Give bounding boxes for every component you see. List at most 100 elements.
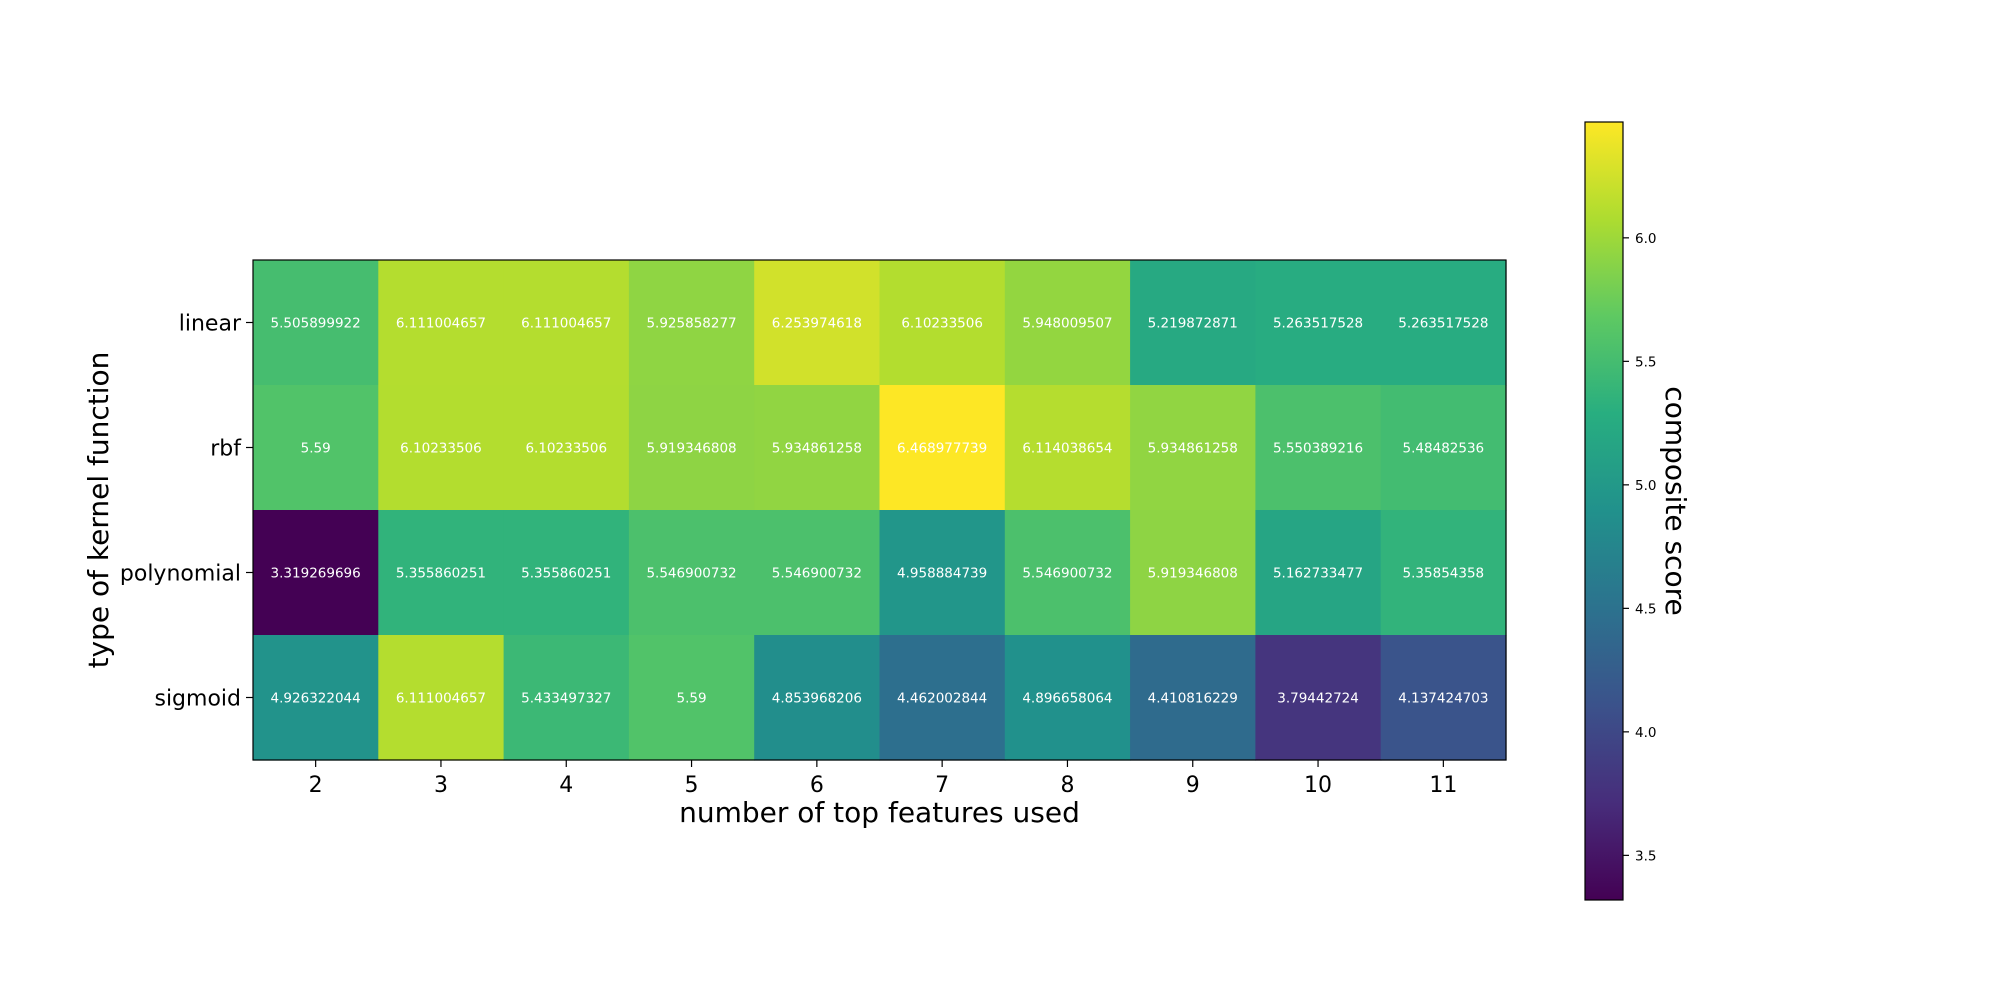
- cell-value-label: 5.355860251: [521, 566, 611, 582]
- colorbar: [1584, 121, 1624, 901]
- y-axis-title: type of kernel function: [82, 352, 115, 669]
- cell-value-label: 3.79442724: [1277, 691, 1359, 707]
- cell-value-label: 5.546900732: [646, 566, 736, 582]
- heatmap-cell-linear-7: [879, 260, 1006, 386]
- cell-value-label: 6.10233506: [901, 316, 983, 332]
- colorbar-title: composite score: [1659, 386, 1692, 615]
- cell-value-label: 4.462002844: [897, 691, 987, 707]
- cell-value-label: 6.114038654: [1022, 441, 1112, 457]
- heatmap-cell-sigmoid-6: [754, 635, 881, 761]
- heatmap-cell-polynomial-3: [378, 510, 505, 636]
- heatmap-cell-sigmoid-2: [253, 635, 379, 761]
- cell-value-label: 5.433497327: [521, 691, 611, 707]
- cell-value-label: 5.48482536: [1403, 441, 1485, 457]
- cell-value-label: 6.253974618: [772, 316, 862, 332]
- heatmap-cell-rbf-4: [503, 385, 630, 511]
- x-tick-label: 6: [810, 773, 824, 798]
- cell-value-label: 5.919346808: [646, 441, 736, 457]
- cell-value-label: 5.59: [301, 441, 331, 457]
- x-tick-label: 11: [1429, 773, 1457, 798]
- x-tick-label: 9: [1186, 773, 1200, 798]
- heatmap-cell-sigmoid-11: [1380, 635, 1507, 761]
- cell-value-label: 5.925858277: [646, 316, 736, 332]
- colorbar-tick-label: 5.0: [1635, 478, 1656, 494]
- y-tick-label: linear: [179, 312, 242, 337]
- heatmap-cell-rbf-2: [253, 385, 379, 511]
- cell-value-label: 5.546900732: [772, 566, 862, 582]
- cell-value-label: 4.926322044: [271, 691, 361, 707]
- colorbar-ticks: 3.5 4.0 4.5 5.0 5.5 6.0: [1623, 231, 1656, 864]
- cell-value-label: 5.355860251: [396, 566, 486, 582]
- heatmap-cell-linear-3: [378, 260, 505, 386]
- colorbar-tick-label: 3.5: [1635, 848, 1656, 864]
- heatmap-cell-rbf-3: [378, 385, 505, 511]
- cell-value-label: 4.958884739: [897, 566, 987, 582]
- heatmap-cell-polynomial-6: [754, 510, 881, 636]
- x-axis-title: number of top features used: [679, 796, 1080, 829]
- heatmap-cell-labels: 5.505899922 6.111004657 6.111004657 5.92585…: [271, 316, 1489, 707]
- cell-value-label: 4.410816229: [1148, 691, 1238, 707]
- heatmap-cell-linear-10: [1255, 260, 1382, 386]
- cell-value-label: 4.137424703: [1398, 691, 1488, 707]
- heatmap-cell-linear-2: [253, 260, 379, 386]
- heatmap-cell-polynomial-2: [253, 510, 379, 636]
- cell-value-label: 6.111004657: [521, 316, 611, 332]
- cell-value-label: 5.550389216: [1273, 441, 1363, 457]
- colorbar-tick-label: 4.5: [1635, 601, 1656, 617]
- heatmap-cell-sigmoid-8: [1004, 635, 1131, 761]
- heatmap-cell-linear-6: [754, 260, 881, 386]
- plot-frame: [252, 259, 1507, 761]
- colorbar-tick-label: 6.0: [1635, 231, 1656, 247]
- cell-value-label: 5.219872871: [1148, 316, 1238, 332]
- x-tick-label: 10: [1304, 773, 1332, 798]
- heatmap-cell-sigmoid-9: [1130, 635, 1256, 761]
- cell-value-label: 5.505899922: [271, 316, 361, 332]
- cell-value-label: 6.111004657: [396, 691, 486, 707]
- heatmap-cell-rbf-10: [1255, 385, 1382, 511]
- heatmap-cell-sigmoid-10: [1255, 635, 1382, 761]
- heatmap-cell-rbf-7: [879, 385, 1006, 511]
- cell-value-label: 6.468977739: [897, 441, 987, 457]
- heatmap-cell-rbf-6: [754, 385, 881, 511]
- heatmap-cell-polynomial-5: [628, 510, 755, 636]
- heatmap-cell-rbf-9: [1130, 385, 1256, 511]
- heatmap-cell-sigmoid-4: [503, 635, 630, 761]
- heatmap-cells: [253, 260, 1507, 761]
- heatmap-cell-rbf-11: [1380, 385, 1507, 511]
- heatmap-cell-polynomial-8: [1004, 510, 1131, 636]
- y-tick-label: polynomial: [120, 562, 241, 587]
- colorbar-tick-label: 5.5: [1635, 354, 1656, 370]
- cell-value-label: 5.934861258: [772, 441, 862, 457]
- cell-value-label: 5.59: [677, 691, 707, 707]
- y-axis-ticks: linear rbf polynomial sigmoid: [120, 312, 253, 712]
- cell-value-label: 3.319269696: [271, 566, 361, 582]
- heatmap-cell-rbf-8: [1004, 385, 1131, 511]
- cell-value-label: 6.10233506: [400, 441, 482, 457]
- heatmap-cell-linear-4: [503, 260, 630, 386]
- x-tick-label: 2: [309, 773, 323, 798]
- cell-value-label: 4.896658064: [1022, 691, 1112, 707]
- heatmap-cell-polynomial-9: [1130, 510, 1256, 636]
- heatmap-cell-polynomial-7: [879, 510, 1006, 636]
- x-axis-ticks: 2 3 4 5 6 7 8 9 10 11: [309, 760, 1457, 798]
- heatmap-cell-linear-5: [628, 260, 755, 386]
- cell-value-label: 5.35854358: [1403, 566, 1485, 582]
- heatmap-cell-polynomial-4: [503, 510, 630, 636]
- y-tick-label: sigmoid: [154, 687, 241, 712]
- cell-value-label: 6.10233506: [525, 441, 607, 457]
- heatmap-cell-sigmoid-3: [378, 635, 505, 761]
- heatmap-cell-sigmoid-7: [879, 635, 1006, 761]
- colorbar-tick-label: 4.0: [1635, 725, 1656, 741]
- cell-value-label: 5.546900732: [1022, 566, 1112, 582]
- cell-value-label: 6.111004657: [396, 316, 486, 332]
- cell-value-label: 5.934861258: [1148, 441, 1238, 457]
- heatmap-cell-linear-9: [1130, 260, 1256, 386]
- heatmap-cell-sigmoid-5: [628, 635, 755, 761]
- x-tick-label: 7: [935, 773, 949, 798]
- heatmap-cell-linear-8: [1004, 260, 1131, 386]
- cell-value-label: 5.263517528: [1273, 316, 1363, 332]
- x-tick-label: 4: [559, 773, 573, 798]
- y-tick-label: rbf: [210, 437, 242, 462]
- heatmap-cell-linear-11: [1380, 260, 1507, 386]
